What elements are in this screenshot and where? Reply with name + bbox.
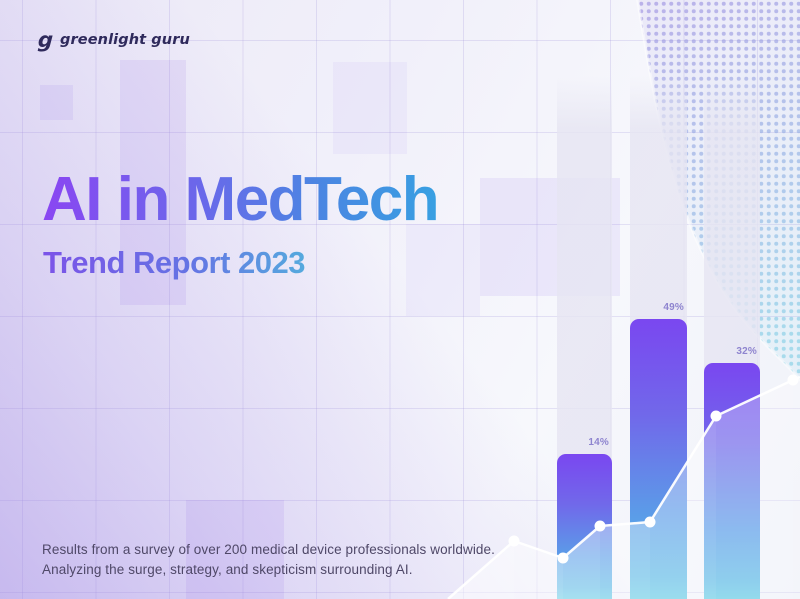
hero-block: AI in MedTech Trend Report 2023 <box>42 165 440 281</box>
footer-description: Results from a survey of over 200 medica… <box>42 540 495 581</box>
page-subtitle: Trend Report 2023 <box>43 245 305 281</box>
page-title: AI in MedTech <box>42 165 440 234</box>
bar-32-percent: 32% <box>704 346 760 599</box>
footer-line-2: Analyzing the surge, strategy, and skept… <box>42 562 413 578</box>
bar-49-percent: 49% <box>630 302 687 599</box>
bar-value-label: 49% <box>663 302 684 313</box>
bar-14-percent: 14% <box>557 437 612 599</box>
greenlight-guru-logo: g greenlight guru <box>37 28 190 52</box>
bar-value-label: 14% <box>588 437 609 448</box>
footer-line-1: Results from a survey of over 200 medica… <box>42 542 495 557</box>
bar-value-label: 32% <box>736 346 757 357</box>
logo-wordmark: greenlight guru <box>60 32 190 48</box>
logo-g-icon: g <box>37 28 54 52</box>
